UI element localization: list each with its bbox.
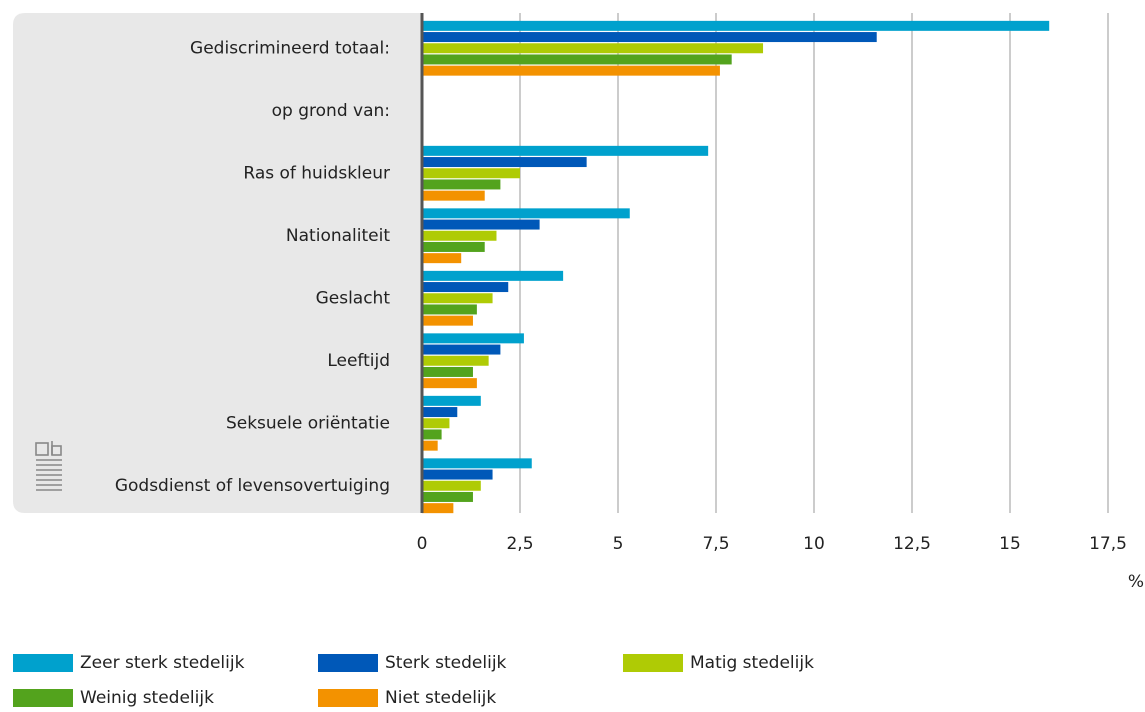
bar bbox=[422, 491, 473, 502]
legend-swatch bbox=[318, 689, 378, 707]
cbs-logo bbox=[35, 441, 62, 491]
bar bbox=[422, 469, 493, 480]
category-label: Gediscrimineerd totaal: bbox=[190, 38, 390, 58]
bar bbox=[422, 418, 450, 429]
legend-swatch bbox=[623, 654, 683, 672]
bar bbox=[422, 54, 732, 65]
category-label: op grond van: bbox=[272, 101, 390, 121]
x-unit: % bbox=[1128, 572, 1144, 592]
x-tick-label: 2,5 bbox=[506, 534, 533, 554]
bar bbox=[422, 407, 458, 418]
bar bbox=[422, 366, 473, 377]
legend-label: Zeer sterk stedelijk bbox=[80, 653, 245, 673]
bar bbox=[422, 315, 473, 326]
bar bbox=[422, 355, 489, 366]
bar bbox=[422, 344, 501, 355]
bar bbox=[422, 20, 1050, 31]
legend-swatch bbox=[13, 654, 73, 672]
bar bbox=[422, 429, 442, 440]
bar bbox=[422, 208, 630, 219]
bar bbox=[422, 65, 720, 76]
bar bbox=[422, 458, 532, 469]
bar bbox=[422, 168, 520, 179]
bar bbox=[422, 179, 501, 190]
category-label: Geslacht bbox=[316, 288, 391, 308]
category-label: Nationaliteit bbox=[286, 226, 390, 246]
bar bbox=[422, 378, 477, 389]
bar bbox=[422, 230, 497, 241]
bar bbox=[422, 282, 509, 293]
bar bbox=[422, 395, 481, 406]
x-tick-label: 7,5 bbox=[702, 534, 729, 554]
x-tick-label: 15 bbox=[999, 534, 1021, 554]
bar bbox=[422, 43, 764, 54]
bar bbox=[422, 190, 485, 201]
bar bbox=[422, 503, 454, 514]
legend-label: Weinig stedelijk bbox=[80, 688, 214, 708]
bar bbox=[422, 241, 485, 252]
bar bbox=[422, 293, 493, 304]
x-tick-label: 17,5 bbox=[1089, 534, 1127, 554]
bar bbox=[422, 480, 481, 491]
category-label: Seksuele oriëntatie bbox=[226, 413, 390, 433]
legend-swatch bbox=[318, 654, 378, 672]
legend-swatch bbox=[13, 689, 73, 707]
bar bbox=[422, 157, 587, 168]
bar bbox=[422, 440, 438, 451]
bar bbox=[422, 32, 877, 43]
legend-label: Sterk stedelijk bbox=[385, 653, 507, 673]
category-label: Leeftijd bbox=[327, 351, 390, 371]
bar bbox=[422, 333, 524, 344]
x-tick-label: 0 bbox=[417, 534, 428, 554]
bar bbox=[422, 270, 564, 281]
bar bbox=[422, 219, 540, 230]
legend-label: Matig stedelijk bbox=[690, 653, 814, 673]
category-label: Ras of huidskleur bbox=[243, 163, 390, 183]
x-tick-label: 5 bbox=[613, 534, 624, 554]
x-tick-label: 10 bbox=[803, 534, 825, 554]
bar bbox=[422, 145, 709, 156]
legend-label: Niet stedelijk bbox=[385, 688, 496, 708]
label-panel bbox=[13, 13, 422, 513]
bar bbox=[422, 304, 477, 315]
category-label: Godsdienst of levensovertuiging bbox=[115, 476, 390, 496]
bar bbox=[422, 253, 462, 264]
x-tick-label: 12,5 bbox=[893, 534, 931, 554]
